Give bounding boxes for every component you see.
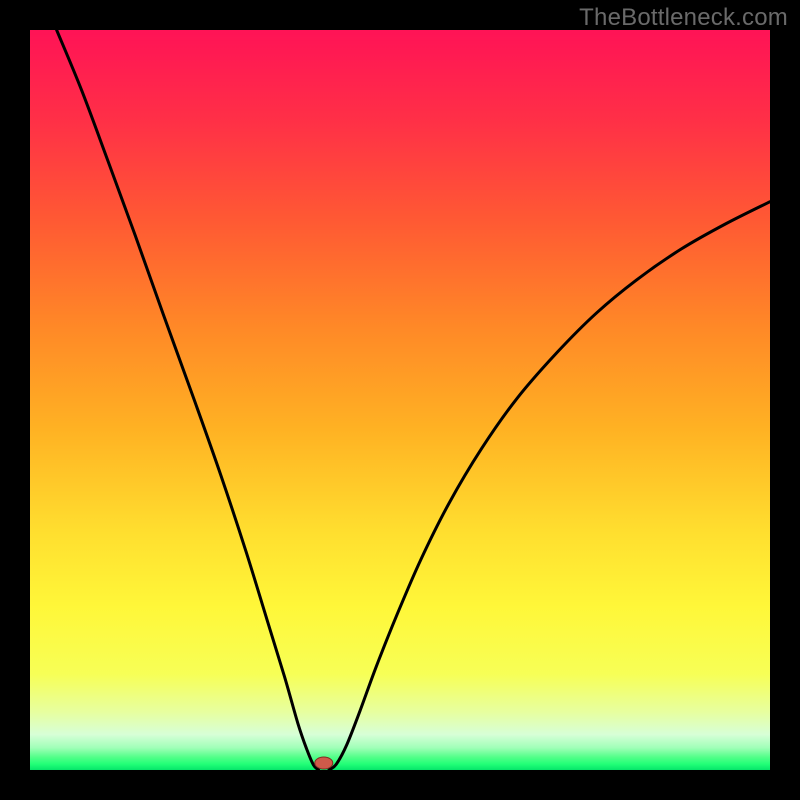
chart-container: TheBottleneck.com xyxy=(0,0,800,800)
plot-area xyxy=(30,30,770,770)
optimum-marker xyxy=(30,30,770,770)
watermark-label: TheBottleneck.com xyxy=(579,4,788,32)
